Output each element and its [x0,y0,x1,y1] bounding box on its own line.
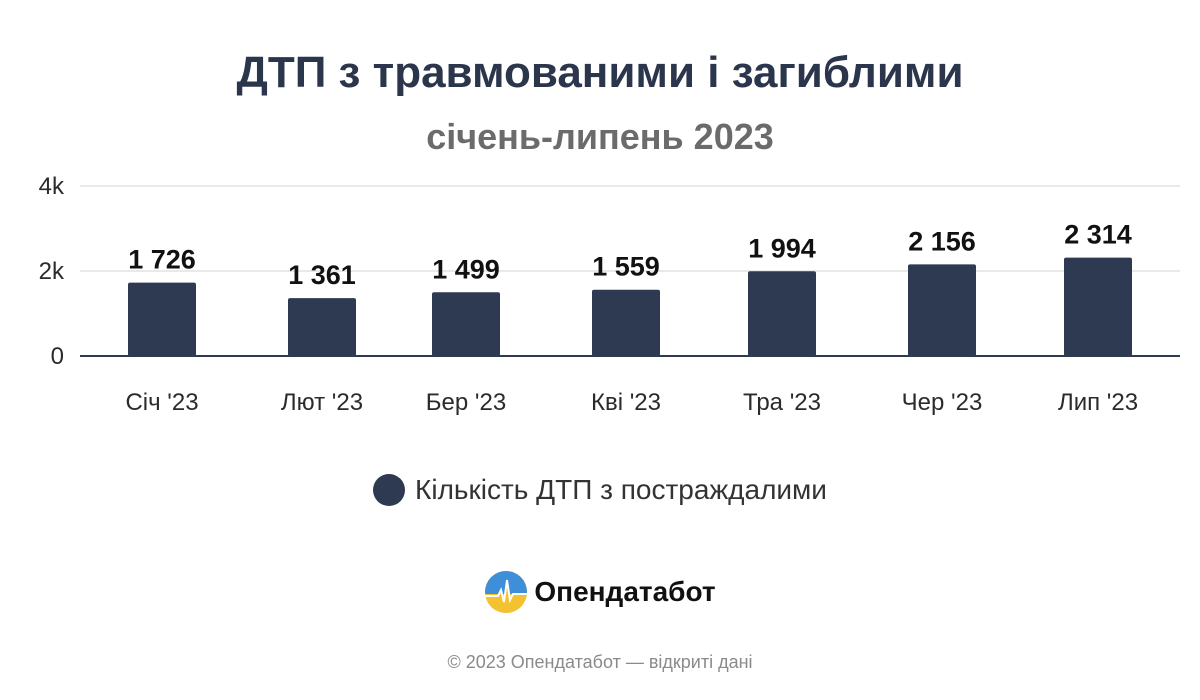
x-tick-label: Бер '23 [426,389,506,416]
brand-name: Опендатабот [534,576,716,607]
bar[interactable] [288,298,356,356]
data-labels: 1 726 1 361 1 499 1 559 1 994 2 156 2 314 [128,220,1132,291]
y-tick-label: 0 [51,343,64,370]
chart-subtitle: січень-липень 2023 [426,116,774,157]
data-label: 2 314 [1064,220,1132,250]
bars [128,257,1132,356]
x-tick-label: Лют '23 [281,389,363,416]
x-tick-label: Лип '23 [1058,389,1138,416]
x-tick-label: Кві '23 [591,389,661,416]
legend[interactable]: Кількість ДТП з постраждалими [0,474,1200,506]
data-label: 1 499 [432,254,500,284]
data-label: 1 726 [128,245,196,275]
x-tick-label: Січ '23 [125,389,198,416]
data-label: 1 994 [748,233,816,263]
sun-field-logo-icon [485,571,528,613]
y-axis-ticks: 0 2k 4k [39,173,65,370]
bar[interactable] [1064,257,1132,356]
copyright-footer: © 2023 Опендатабот — відкриті дані [447,652,753,672]
x-tick-label: Чер '23 [902,389,983,416]
bar[interactable] [128,282,196,356]
y-tick-label: 4k [39,173,65,200]
bar[interactable] [592,289,660,356]
x-tick-label: Тра '23 [743,389,821,416]
bar[interactable] [432,292,500,356]
bar-chart: 0 2k 4k 1 726 1 361 1 499 1 559 1 994 2 156 2 31… [39,173,1180,416]
y-tick-label: 2k [39,258,65,285]
data-label: 1 559 [592,252,660,282]
data-label: 1 361 [288,260,356,290]
data-label: 2 156 [908,226,976,256]
x-axis-labels: Січ '23 Лют '23 Бер '23 Кві '23 Тра '23 Чер '… [125,389,1138,416]
chart-title: ДТП з травмованими і загиблими [236,48,964,97]
brand: Опендатабот [0,570,1200,614]
legend-marker-icon [373,474,406,506]
legend-label: Кількість ДТП з постраждалими [415,474,827,505]
bar[interactable] [748,271,816,356]
bar[interactable] [908,264,976,356]
